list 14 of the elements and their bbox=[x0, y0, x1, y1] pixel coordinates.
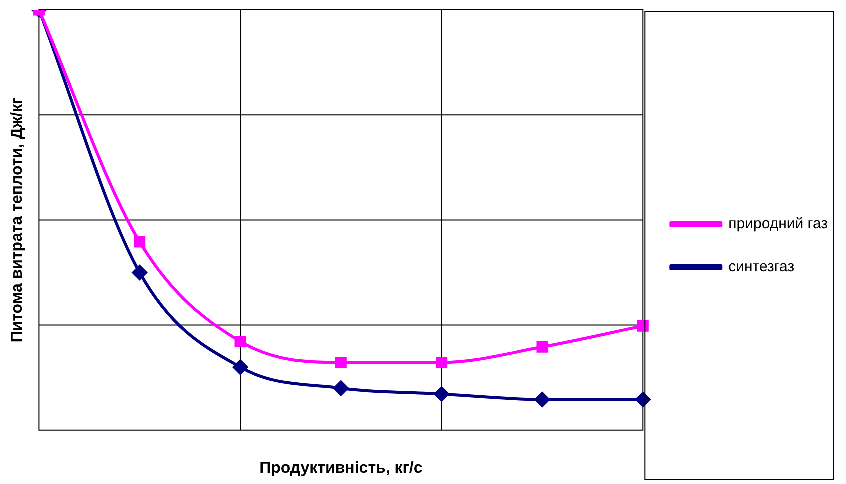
point bbox=[132, 265, 148, 280]
point bbox=[334, 380, 349, 396]
point bbox=[233, 360, 248, 375]
point bbox=[335, 356, 347, 368]
legend-label: синтезгаз bbox=[728, 258, 795, 276]
point bbox=[536, 341, 548, 353]
point bbox=[434, 386, 450, 402]
point bbox=[436, 356, 448, 368]
x-axis-title: Продуктивність, кг/с bbox=[260, 460, 423, 477]
y-axis-title: Питома витрата теплоти, Дж/кг bbox=[9, 97, 26, 343]
point bbox=[134, 236, 146, 248]
point bbox=[534, 392, 550, 408]
point bbox=[234, 336, 246, 348]
legend-label: природний газ bbox=[728, 216, 828, 233]
